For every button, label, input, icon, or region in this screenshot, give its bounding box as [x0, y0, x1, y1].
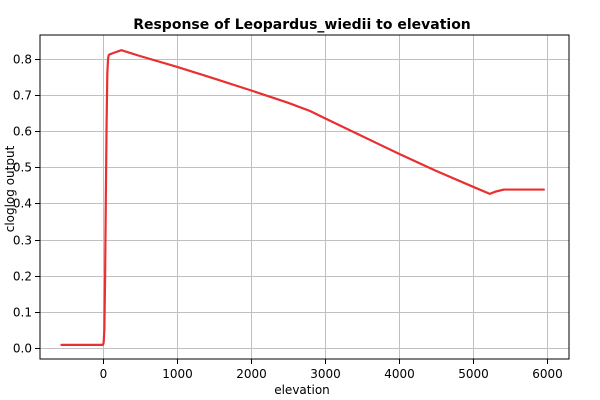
y-tick-label: 0.1 — [13, 306, 32, 320]
y-tick-label: 0.6 — [13, 125, 32, 139]
y-tick-label: 0.5 — [13, 161, 32, 175]
y-axis-label: cloglog output — [3, 145, 17, 232]
y-tick-label: 0.3 — [13, 234, 32, 248]
x-tick-label: 2000 — [236, 367, 267, 381]
chart-title: Response of Leopardus_wiedii to elevatio… — [133, 17, 471, 33]
x-tick-label: 6000 — [532, 367, 563, 381]
series-layer — [60, 49, 545, 346]
x-tick-label: 1000 — [162, 367, 193, 381]
y-tick-label: 0.2 — [13, 270, 32, 284]
x-tick-label: 0 — [100, 367, 108, 381]
y-tick-label: 0.7 — [13, 89, 32, 103]
response-curve — [60, 49, 545, 346]
plot-frame — [39, 34, 570, 360]
x-axis-label: elevation — [274, 383, 330, 397]
grid — [40, 35, 569, 359]
y-tick-label: 0.0 — [13, 342, 32, 356]
y-tick-label: 0.8 — [13, 53, 32, 67]
ticks: 0 1000 2000 3000 4000 5000 6000 0.0 0.1 0.2 0.3 0.4… — [13, 53, 563, 382]
x-tick-label: 5000 — [458, 367, 489, 381]
y-tick-label: 0.4 — [13, 197, 32, 211]
x-tick-label: 4000 — [384, 367, 415, 381]
x-tick-label: 3000 — [310, 367, 341, 381]
